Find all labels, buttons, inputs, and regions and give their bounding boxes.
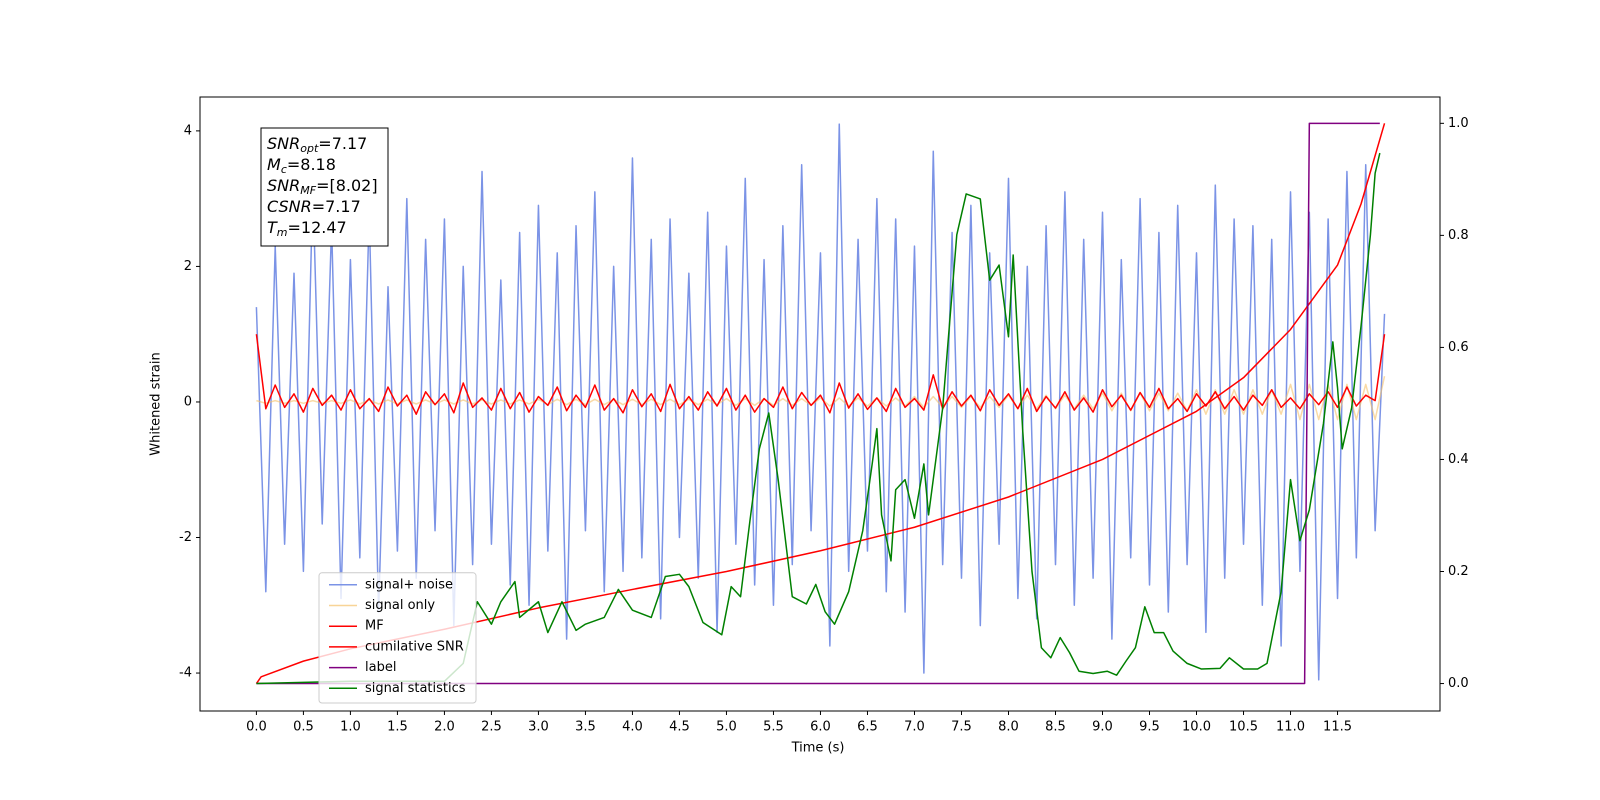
x-tick-label: 4.5 <box>669 720 690 735</box>
x-tick-label: 6.5 <box>857 720 878 735</box>
y2-tick-label: 0.4 <box>1448 452 1469 467</box>
x-tick-label: 11.5 <box>1323 720 1352 735</box>
series-line <box>255 334 1386 415</box>
annotation: SNRMF=[8.02] <box>267 176 378 198</box>
axes-frame <box>199 96 1441 712</box>
x-tick-label: 2.0 <box>434 720 455 735</box>
y-tick-label: 4 <box>184 123 192 138</box>
x-tick-label: 10.5 <box>1229 720 1258 735</box>
legend-label: cumilative SNR <box>365 639 464 654</box>
series-line <box>255 123 1386 681</box>
x-tick-label: 5.0 <box>716 720 737 735</box>
series-line <box>256 376 1386 421</box>
x-tick-label: 10.0 <box>1182 720 1211 735</box>
series-line <box>256 122 1380 685</box>
x-tick-label: 1.0 <box>340 720 361 735</box>
legend-label: signal+ noise <box>365 577 453 592</box>
y2-tick-label: 0.6 <box>1448 340 1469 355</box>
annotation-subscript: c <box>281 163 287 176</box>
annotation-text: =8.18 <box>287 155 336 174</box>
annotation: Tm=12.47 <box>267 218 347 240</box>
x-tick-label: 8.0 <box>998 720 1019 735</box>
annotation-symbol: T <box>267 218 278 237</box>
annotation-symbol: CSNR <box>267 197 312 216</box>
legend-label: label <box>365 660 396 675</box>
x-tick-label: 7.5 <box>951 720 972 735</box>
y-tick-label: 0 <box>184 394 192 409</box>
annotation-subscript: m <box>277 226 288 239</box>
annotation-symbol: M <box>267 155 281 174</box>
legend-box <box>318 572 477 704</box>
y2-tick-label: 1.0 <box>1448 116 1469 131</box>
x-tick-label: 11.0 <box>1276 720 1305 735</box>
annotation-text: =7.17 <box>318 134 367 153</box>
y2-tick-label: 0.2 <box>1448 564 1469 579</box>
annotation-symbol: SNR <box>267 134 300 153</box>
x-tick-label: 7.0 <box>904 720 925 735</box>
annotation: Mc=8.18 <box>267 155 336 177</box>
x-tick-label: 5.5 <box>763 720 784 735</box>
y2-tick-label: 0.0 <box>1448 676 1469 691</box>
annotation: CSNR=7.17 <box>267 197 361 216</box>
legend-label: signal only <box>365 598 435 613</box>
legend-label: MF <box>365 619 384 634</box>
x-tick-label: 4.0 <box>622 720 643 735</box>
annotation-text: =12.47 <box>288 218 347 237</box>
x-tick-label: 6.0 <box>810 720 831 735</box>
x-tick-label: 0.5 <box>293 720 314 735</box>
annotation-subscript: MF <box>300 184 316 197</box>
x-tick-label: 3.5 <box>575 720 596 735</box>
legend-label: signal statistics <box>365 681 466 696</box>
x-axis-title: Time (s) <box>791 741 845 756</box>
annotation-box <box>260 127 389 247</box>
y-tick-label: -4 <box>179 666 192 681</box>
x-tick-label: 9.5 <box>1139 720 1160 735</box>
y2-tick-label: 0.8 <box>1448 228 1469 243</box>
annotation-symbol: SNR <box>267 176 300 195</box>
x-tick-label: 8.5 <box>1045 720 1066 735</box>
x-tick-label: 1.5 <box>387 720 408 735</box>
y-axis-title: Whitened strain <box>149 352 164 455</box>
annotation-subscript: opt <box>300 142 319 155</box>
y-tick-label: -2 <box>179 530 192 545</box>
annotation: SNRopt=7.17 <box>267 134 367 156</box>
x-tick-label: 0.0 <box>246 720 267 735</box>
y-tick-label: 2 <box>184 259 192 274</box>
x-tick-label: 3.0 <box>528 720 549 735</box>
x-tick-label: 2.5 <box>481 720 502 735</box>
annotation-text: =7.17 <box>312 197 361 216</box>
annotation-text: =[8.02] <box>316 176 378 195</box>
series-line <box>256 152 1381 685</box>
x-tick-label: 9.0 <box>1092 720 1113 735</box>
